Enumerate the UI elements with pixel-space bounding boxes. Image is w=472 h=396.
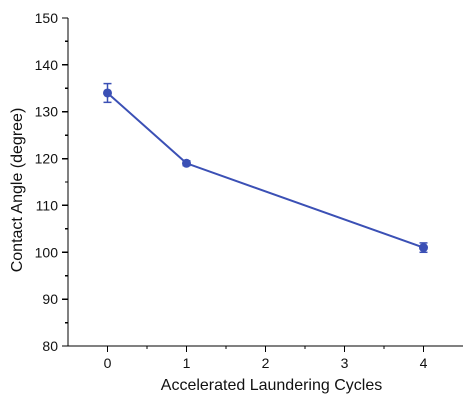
y-tick-label-100: 100 <box>35 244 59 260</box>
y-tick-label-140: 140 <box>35 57 59 73</box>
y-tick-label-90: 90 <box>42 291 58 307</box>
x-tick-label-1: 1 <box>183 355 191 371</box>
y-tick-label-130: 130 <box>35 104 59 120</box>
data-point-1 <box>182 158 191 168</box>
y-tick-label-150: 150 <box>35 10 59 26</box>
x-axis-title: Accelerated Laundering Cycles <box>161 377 382 394</box>
y-tick-label-80: 80 <box>42 338 58 354</box>
data-point-0 <box>103 88 112 98</box>
x-tick-label-0: 0 <box>104 355 112 371</box>
axes-layer <box>62 17 463 352</box>
x-tick-label-3: 3 <box>341 355 349 371</box>
x-tick-label-4: 4 <box>420 355 428 371</box>
y-tick-label-120: 120 <box>35 151 59 167</box>
y-tick-label-110: 110 <box>36 197 59 213</box>
y-axis-title: Contact Angle (degree) <box>9 108 26 273</box>
labels-layer: 80 90 100 110 120 130 140 150 0 1 2 3 4 Accelerated L… <box>9 10 428 394</box>
series-layer <box>103 82 428 254</box>
data-point-2 <box>419 243 428 253</box>
x-tick-label-2: 2 <box>262 355 270 371</box>
series-line <box>106 92 424 249</box>
